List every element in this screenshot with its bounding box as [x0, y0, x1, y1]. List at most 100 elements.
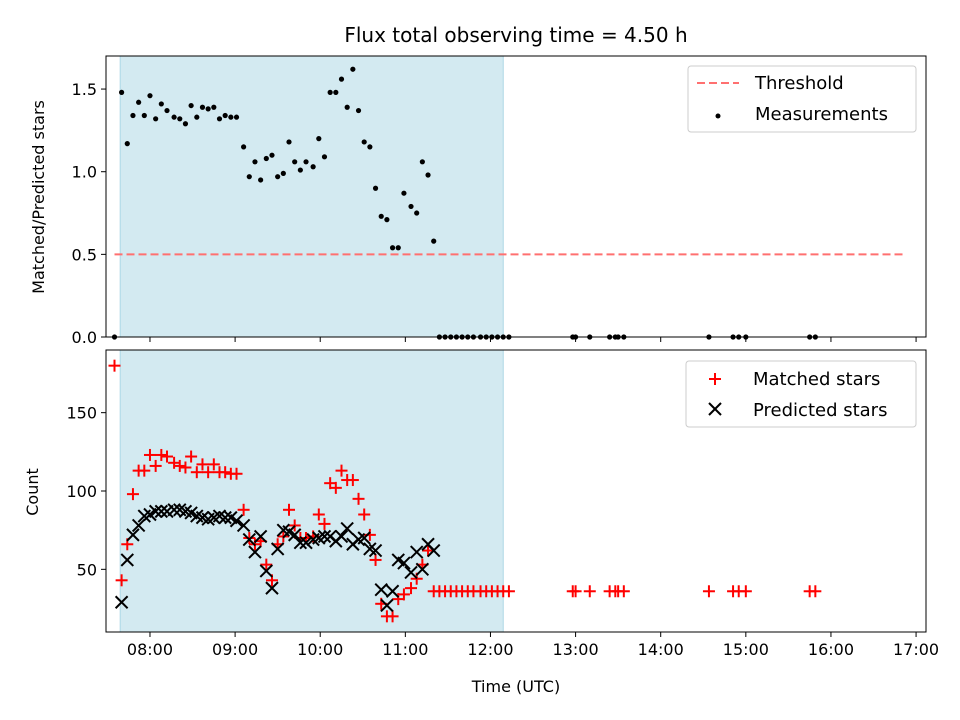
measurement-point [211, 104, 217, 110]
predicted-star-stroke-b [148, 504, 163, 519]
bottom-panel: 50 100 150 08:00 09:00 10:00 11:00 12:00 13:00 14… [66, 349, 939, 659]
matched-star-point [283, 503, 296, 516]
matched-star-point [143, 448, 156, 461]
bottom-ytick-label: 150 [66, 404, 97, 423]
bottom-xtick-label: 16:00 [808, 640, 854, 659]
predicted-star-stroke-b [242, 532, 256, 547]
legend-predicted-swatch [708, 402, 722, 416]
predicted-star-point [357, 531, 371, 545]
predicted-star-point [334, 529, 349, 544]
top-ytick-label: 1.0 [72, 163, 97, 182]
top-ytick-label: 0.5 [72, 245, 97, 264]
measurement-point [171, 114, 177, 120]
top-legend: Threshold Measurements [687, 65, 917, 133]
measurement-point [164, 107, 170, 114]
predicted-star-stroke-b [190, 509, 204, 523]
predicted-star-stroke-b [224, 510, 238, 525]
predicted-star-point [287, 528, 302, 542]
measurement-point [182, 121, 189, 127]
measurement-point [303, 159, 309, 165]
measurement-point [246, 174, 252, 180]
measurement-point [177, 116, 183, 122]
matched-star-point [422, 544, 435, 557]
predicted-star-point [270, 542, 285, 556]
measurement-point [158, 101, 164, 107]
measurement-point [286, 139, 292, 145]
measurement-point [344, 104, 350, 110]
predicted-star-stroke-b [248, 545, 262, 559]
matched-star-point [219, 466, 232, 479]
predicted-star-stroke-b [397, 556, 411, 570]
measurement-point [222, 112, 228, 119]
predicted-star-stroke-b [212, 509, 227, 523]
predicted-star-stroke-b [229, 514, 244, 528]
predicted-star-point [253, 529, 268, 544]
predicted-star-stroke-b [276, 523, 291, 537]
measurement-point [297, 167, 303, 173]
predicted-star-stroke-b [409, 545, 424, 559]
predicted-star-stroke-b [131, 518, 146, 533]
predicted-star-point [114, 595, 129, 609]
measurement-point [269, 152, 275, 158]
predicted-star-stroke-b [299, 535, 313, 550]
measurement-point [401, 190, 407, 196]
matched-star-point [126, 488, 139, 501]
predicted-star-stroke-b [259, 564, 274, 578]
matched-star-point [617, 585, 630, 598]
top-ytick-label: 0.0 [72, 328, 97, 347]
measurement-point [188, 102, 194, 109]
predicted-star-stroke-b [380, 598, 394, 613]
measurement-point [378, 213, 384, 219]
predicted-star-stroke-b [391, 553, 405, 567]
legend-measurements-label: Measurements [755, 104, 888, 125]
measurement-point [361, 139, 367, 145]
measurement-point [431, 238, 437, 244]
matched-star-point [502, 585, 515, 598]
measurement-point [316, 136, 322, 142]
predicted-star-stroke-b [236, 518, 251, 533]
predicted-star-point [218, 510, 232, 525]
predicted-star-point [131, 518, 146, 533]
measurement-point [199, 104, 206, 110]
legend-predicted-label: Predicted stars [753, 400, 887, 421]
predicted-star-point [248, 545, 262, 559]
predicted-star-stroke-b [415, 562, 430, 577]
predicted-star-stroke-b [287, 528, 302, 542]
predicted-star-stroke-b [195, 510, 210, 525]
predicted-star-point [380, 598, 394, 613]
predicted-star-point [126, 528, 140, 542]
x-axis-label: Time (UTC) [471, 677, 560, 696]
matched-star-point [108, 359, 121, 372]
predicted-star-stroke-b [293, 535, 308, 550]
matched-star-point [196, 458, 209, 471]
predicted-star-point [368, 543, 383, 558]
matched-star-point [149, 459, 162, 472]
bottom-y-axis-label: Count [23, 468, 42, 516]
matched-star-point [202, 466, 215, 479]
predicted-star-stroke-b [126, 528, 140, 542]
bottom-xtick-label: 10:00 [297, 640, 343, 659]
matched-star-point [702, 585, 715, 598]
measurement-point [119, 89, 125, 95]
measurement-point [327, 89, 333, 95]
matched-star-point [352, 492, 365, 505]
bottom-axes-frame [105, 349, 927, 633]
predicted-star-point [415, 562, 430, 577]
predicted-star-stroke-b [167, 503, 181, 517]
predicted-star-point [299, 535, 313, 550]
top-panel: 0.0 0.5 1.0 1.5 [72, 55, 927, 347]
matched-star-point [329, 481, 342, 494]
matched-star-point [161, 450, 174, 463]
bottom-legend: Matched stars Predicted stars [685, 360, 917, 428]
matched-star-point [739, 585, 752, 598]
measurement-point [228, 114, 234, 120]
matched-star-point [173, 459, 186, 472]
measurement-point [333, 89, 339, 95]
matched-star-point [138, 464, 151, 477]
measurement-point [367, 144, 373, 150]
predicted-star-point [397, 556, 411, 570]
predicted-star-stroke-b [404, 565, 418, 580]
predicted-star-stroke-b [317, 529, 332, 544]
measurement-point [292, 159, 298, 165]
